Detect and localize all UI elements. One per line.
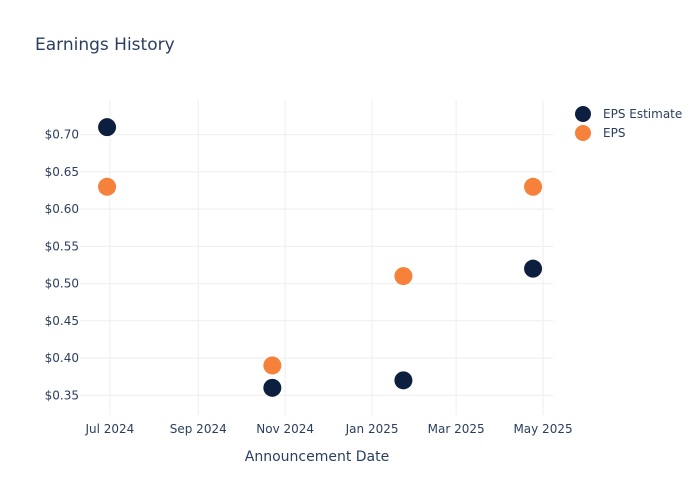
x-tick-label: May 2025 — [513, 422, 572, 436]
legend-item-eps-estimate[interactable]: EPS Estimate — [575, 106, 682, 122]
legend-label: EPS Estimate — [603, 107, 682, 121]
eps-point[interactable] — [98, 177, 117, 196]
legend-label: EPS — [603, 126, 625, 140]
eps-estimate-point[interactable] — [98, 118, 117, 137]
eps-estimate-point[interactable] — [263, 378, 282, 397]
legend[interactable]: EPS Estimate EPS — [575, 106, 682, 141]
data-points — [98, 118, 543, 397]
x-axis-title: Announcement Date — [245, 449, 389, 465]
x-tick-label: Sep 2024 — [170, 422, 227, 436]
x-tick-label: Jul 2024 — [84, 422, 134, 436]
legend-item-eps[interactable]: EPS — [575, 125, 625, 141]
x-tick-label: Jan 2025 — [345, 422, 399, 436]
x-tick-label: Nov 2024 — [256, 422, 314, 436]
y-tick-label: $0.45 — [45, 314, 79, 328]
eps-point[interactable] — [394, 267, 413, 286]
chart-title: Earnings History — [35, 35, 175, 55]
y-axis-ticks: $0.35 $0.40 $0.45 $0.50 $0.55 $0.60 $0.65 $0.70 — [45, 128, 79, 403]
x-axis-ticks: Jul 2024 Sep 2024 Nov 2024 Jan 2025 Mar 2025… — [84, 422, 572, 436]
grid-lines — [80, 100, 553, 415]
legend-marker — [575, 125, 591, 141]
x-tick-label: Mar 2025 — [428, 422, 485, 436]
y-tick-label: $0.40 — [45, 351, 79, 365]
y-tick-label: $0.55 — [45, 239, 79, 253]
eps-estimate-point[interactable] — [394, 371, 413, 390]
eps-point[interactable] — [524, 177, 543, 196]
eps-estimate-point[interactable] — [524, 259, 543, 278]
eps-point[interactable] — [263, 356, 282, 375]
y-tick-label: $0.35 — [45, 388, 79, 402]
y-tick-label: $0.50 — [45, 277, 79, 291]
y-tick-label: $0.70 — [45, 128, 79, 142]
y-tick-label: $0.60 — [45, 202, 79, 216]
legend-marker — [575, 106, 591, 122]
y-tick-label: $0.65 — [45, 165, 79, 179]
